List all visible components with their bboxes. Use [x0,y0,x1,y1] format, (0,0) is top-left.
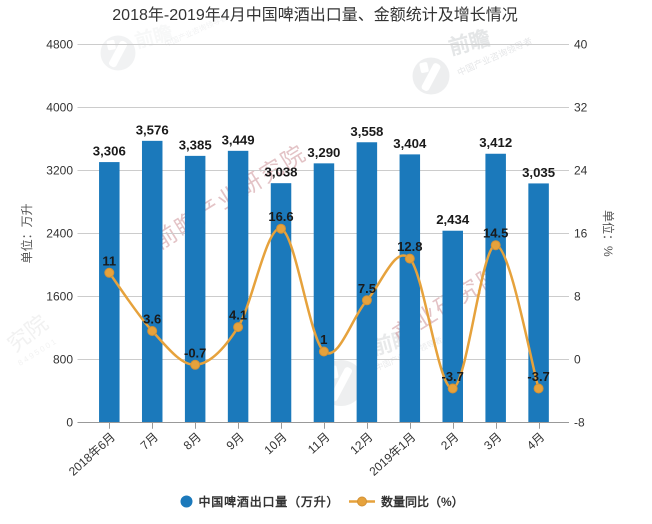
svg-text:3,038: 3,038 [264,165,297,180]
svg-text:-3.7: -3.7 [441,369,463,384]
svg-text:8: 8 [574,290,581,304]
svg-text:40: 40 [574,38,588,52]
svg-text:16: 16 [574,227,588,241]
svg-text:4000: 4000 [46,101,73,115]
svg-text:3,385: 3,385 [179,137,212,152]
svg-text:0: 0 [66,415,73,429]
svg-text:3,558: 3,558 [350,124,383,139]
svg-text:32: 32 [574,101,588,115]
svg-text:16.6: 16.6 [268,209,293,224]
svg-text:24: 24 [574,164,588,178]
svg-text:2,434: 2,434 [436,212,470,227]
svg-text:3200: 3200 [46,164,73,178]
svg-text:12.8: 12.8 [397,239,422,254]
svg-text:3,404: 3,404 [393,136,427,151]
svg-text:1: 1 [320,332,327,347]
svg-text:4800: 4800 [46,38,73,52]
svg-text:数量同比（%）: 数量同比（%） [381,494,464,509]
svg-text:3,035: 3,035 [522,165,555,180]
svg-text:-0.7: -0.7 [184,345,206,360]
svg-text:-8: -8 [574,415,585,429]
svg-text:0: 0 [574,352,581,366]
svg-text:14.5: 14.5 [483,226,508,241]
svg-text:-3.7: -3.7 [527,369,549,384]
svg-text:3,290: 3,290 [307,145,340,160]
svg-text:3.6: 3.6 [143,312,161,327]
svg-text:11: 11 [102,253,116,268]
svg-text:4.1: 4.1 [229,308,247,323]
svg-text:3,576: 3,576 [136,122,169,137]
svg-text:1600: 1600 [46,290,73,304]
svg-text:3,306: 3,306 [93,144,126,159]
svg-text:中国啤酒出口量（万升）: 中国啤酒出口量（万升） [199,494,340,509]
svg-text:3,412: 3,412 [479,135,512,150]
svg-text:7.5: 7.5 [358,281,376,296]
svg-text:2018年-2019年4月中国啤酒出口量、金额统计及增长情况: 2018年-2019年4月中国啤酒出口量、金额统计及增长情况 [112,6,517,24]
svg-text:单位：%: 单位：% [601,210,616,257]
svg-text:800: 800 [53,352,73,366]
svg-text:3,449: 3,449 [222,132,255,147]
svg-text:单位：万升: 单位：万升 [19,203,34,263]
svg-text:2400: 2400 [46,227,73,241]
